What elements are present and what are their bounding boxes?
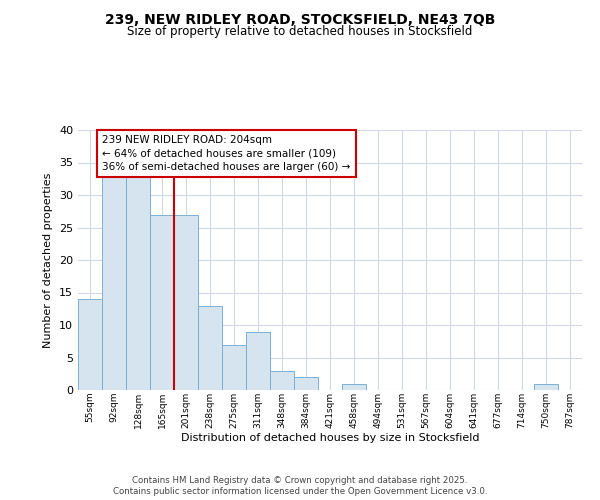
Text: Contains HM Land Registry data © Crown copyright and database right 2025.: Contains HM Land Registry data © Crown c…	[132, 476, 468, 485]
Bar	[342, 384, 366, 390]
Bar	[174, 214, 198, 390]
Bar	[78, 299, 102, 390]
Bar	[102, 176, 126, 390]
Bar	[150, 214, 174, 390]
X-axis label: Distribution of detached houses by size in Stocksfield: Distribution of detached houses by size …	[181, 434, 479, 444]
Y-axis label: Number of detached properties: Number of detached properties	[43, 172, 53, 348]
Bar	[534, 384, 558, 390]
Bar	[294, 377, 318, 390]
Text: Size of property relative to detached houses in Stocksfield: Size of property relative to detached ho…	[127, 25, 473, 38]
Text: 239, NEW RIDLEY ROAD, STOCKSFIELD, NE43 7QB: 239, NEW RIDLEY ROAD, STOCKSFIELD, NE43 …	[105, 12, 495, 26]
Text: Contains public sector information licensed under the Open Government Licence v3: Contains public sector information licen…	[113, 487, 487, 496]
Bar	[198, 306, 222, 390]
Bar	[246, 332, 270, 390]
Text: 239 NEW RIDLEY ROAD: 204sqm
← 64% of detached houses are smaller (109)
36% of se: 239 NEW RIDLEY ROAD: 204sqm ← 64% of det…	[102, 135, 350, 172]
Bar	[222, 344, 246, 390]
Bar	[270, 370, 294, 390]
Bar	[126, 176, 150, 390]
